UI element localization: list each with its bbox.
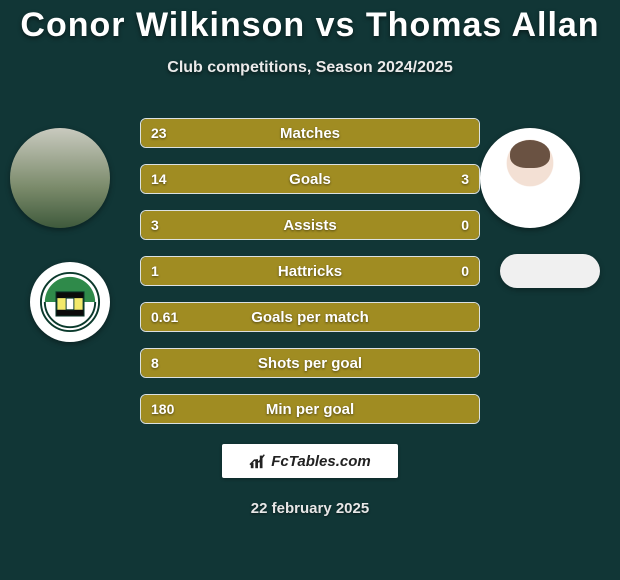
- subtitle: Club competitions, Season 2024/2025: [0, 59, 620, 77]
- page-title: Conor Wilkinson vs Thomas Allan: [0, 0, 620, 45]
- stat-label: Goals: [141, 171, 479, 188]
- stat-label: Assists: [141, 217, 479, 234]
- date-label: 22 february 2025: [0, 500, 620, 517]
- brand-text: FcTables.com: [271, 453, 370, 470]
- brand-badge: FcTables.com: [222, 444, 398, 478]
- stat-label: Min per goal: [141, 401, 479, 418]
- stat-row: 23Matches: [140, 118, 480, 148]
- stat-row: 0.61Goals per match: [140, 302, 480, 332]
- bar-chart-icon: [249, 452, 267, 470]
- stat-label: Goals per match: [141, 309, 479, 326]
- stat-row: 30Assists: [140, 210, 480, 240]
- stat-label: Matches: [141, 125, 479, 142]
- stat-label: Shots per goal: [141, 355, 479, 372]
- stat-row: 10Hattricks: [140, 256, 480, 286]
- stat-row: 8Shots per goal: [140, 348, 480, 378]
- stat-row: 180Min per goal: [140, 394, 480, 424]
- stat-row: 143Goals: [140, 164, 480, 194]
- stat-label: Hattricks: [141, 263, 479, 280]
- stats-container: 23Matches 143Goals 30Assists 10Hattricks 0.6…: [0, 118, 620, 424]
